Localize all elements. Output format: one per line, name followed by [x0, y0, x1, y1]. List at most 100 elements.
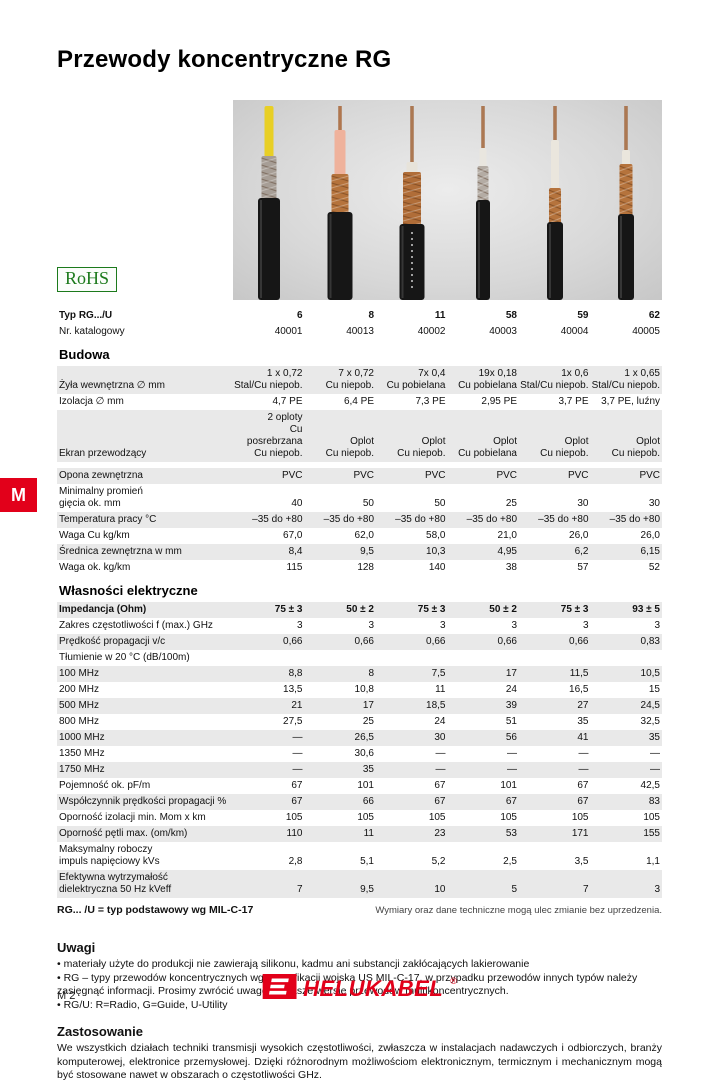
- cell-value: 2,8: [288, 856, 303, 868]
- cell-value: 10: [434, 884, 446, 896]
- cell-value: 30,6: [354, 748, 374, 760]
- cell-value: 62: [648, 310, 660, 322]
- cell-value: 42,5: [640, 780, 660, 792]
- cell-value: 6,15: [640, 546, 660, 558]
- cell-value: 32,5: [640, 716, 660, 728]
- cell-value: —: [507, 764, 517, 776]
- table-row: Temperatura pracy °C –35 do +80 –35 do +80…: [57, 512, 662, 529]
- row-label: Zakres częstotliwości f (max.) GHz: [59, 620, 213, 632]
- row-label: Tłumienie w 20 °C (dB/100m): [59, 652, 190, 664]
- cell-value: 0,66: [569, 636, 589, 648]
- cell-value: Oplot Cu niepob.: [540, 436, 589, 460]
- cable-illustration: [305, 100, 377, 302]
- row-label: 200 MHz: [59, 684, 100, 696]
- cell-value: 35: [362, 764, 374, 776]
- cell-value: 105: [285, 812, 303, 824]
- cable-illustration: [448, 100, 520, 302]
- table-row: Zakres częstotliwości f (max.) GHz 3 3 3 3 3 3: [57, 618, 662, 634]
- cell-value: 40013: [346, 326, 374, 338]
- cell-value: 10,5: [640, 668, 660, 680]
- cell-value: —: [292, 764, 303, 776]
- cell-value: 7: [582, 884, 589, 896]
- table-row: Średnica zewnętrzna w mm 8,4 9,5 10,3 4,95 6,…: [57, 544, 662, 561]
- cell-value: 40002: [417, 326, 446, 338]
- cell-value: 3,7 PE, luźny: [601, 396, 660, 408]
- cell-value: 8: [368, 310, 374, 322]
- row-label: Waga ok. kg/km: [59, 562, 131, 574]
- cell-value: 1 x 0,65 Stal/Cu niepob.: [591, 368, 660, 392]
- cell-value: 35: [648, 732, 660, 744]
- row-label: Oporność pętli max. (om/km): [59, 828, 188, 840]
- cell-value: 105: [357, 812, 374, 824]
- cable-illustration: [233, 100, 305, 302]
- cell-value: 59: [577, 310, 589, 322]
- cell-value: —: [292, 748, 303, 760]
- cell-value: 58: [505, 310, 517, 322]
- cell-value: 23: [434, 828, 446, 840]
- table-row: Pojemność ok. pF/m 67 101 67 101 67 42,5: [57, 778, 662, 794]
- cell-value: —: [650, 764, 660, 776]
- note-item: materiały użyte do produkcji nie zawiera…: [57, 958, 662, 972]
- page-number: M 2: [57, 990, 76, 1002]
- cell-value: 0,66: [426, 636, 446, 648]
- table-row: 200 MHz 13,5 10,8 11 24 16,5 15: [57, 682, 662, 698]
- cell-value: 3: [654, 884, 660, 896]
- cell-value: 4,95: [497, 546, 517, 558]
- cell-value: 2,95 PE: [481, 396, 517, 408]
- cell-value: 8,4: [288, 546, 303, 558]
- cell-value: PVC: [353, 470, 374, 482]
- table-row: Minimalny promień gięcia ok. mm 40 50 50 25 3…: [57, 484, 662, 512]
- row-label: Prędkość propagacji v/c: [59, 636, 166, 648]
- table-row-group: Opona zewnętrzna PVC PVC PVC PVC PVC PVC Minima…: [57, 468, 662, 576]
- cell-value: 8,8: [288, 668, 303, 680]
- table-row: Nr. katalogowy 40001 40013 40002 40003 40004 4…: [57, 324, 662, 340]
- table-row: 500 MHz 21 17 18,5 39 27 24,5: [57, 698, 662, 715]
- cell-value: 155: [643, 828, 660, 840]
- cell-value: 0,66: [283, 636, 303, 648]
- table-row: 1000 MHz — 26,5 30 56 41 35: [57, 730, 662, 747]
- table-row: Typ RG.../U 6 8 11 58 59 62: [57, 308, 662, 324]
- table-row: Żyła wewnętrzna ∅ mm 1 x 0,72 Stal/Cu nie…: [57, 366, 662, 395]
- cell-value: 101: [357, 780, 374, 792]
- cell-value: 0,66: [354, 636, 374, 648]
- cell-value: 6: [296, 310, 303, 322]
- row-label: Efektywna wytrzymałość dielektryczna 50 …: [59, 872, 172, 896]
- cell-value: —: [435, 748, 446, 760]
- cell-value: 1 x 0,72 Stal/Cu niepob.: [234, 368, 303, 392]
- cell-value: 52: [648, 562, 660, 574]
- cell-value: 105: [500, 812, 517, 824]
- cell-value: 7x 0,4 Cu pobielana: [386, 368, 446, 392]
- table-footnotes: RG... /U = typ podstawowy wg MIL-C-17 Wy…: [57, 904, 662, 916]
- cell-value: 2,5: [503, 856, 517, 868]
- cell-value: 27,5: [283, 716, 303, 728]
- cell-value: —: [292, 732, 303, 744]
- cell-value: 7 x 0,72 Cu niepob.: [325, 368, 374, 392]
- cell-value: 0,66: [497, 636, 517, 648]
- rohs-badge: RoHS: [57, 267, 118, 293]
- table-row: Waga ok. kg/km 115 128 140 38 57 52: [57, 560, 662, 576]
- cell-value: 21,0: [497, 530, 517, 542]
- cell-value: 50: [434, 498, 446, 510]
- row-label: Nr. katalogowy: [59, 326, 125, 338]
- cell-value: 140: [428, 562, 446, 574]
- cell-value: 53: [505, 828, 517, 840]
- cell-value: 26,0: [569, 530, 589, 542]
- table-row: 1350 MHz — 30,6 — — — —: [57, 746, 662, 762]
- cell-value: –35 do +80: [252, 514, 303, 526]
- cell-value: 171: [571, 828, 589, 840]
- registered-mark: ®: [450, 976, 457, 986]
- cell-value: 7,3 PE: [415, 396, 446, 408]
- cell-value: 3: [582, 620, 589, 632]
- cell-value: 30: [648, 498, 660, 510]
- cell-value: 25: [362, 716, 374, 728]
- cell-value: 67: [291, 780, 303, 792]
- table-row: Waga Cu kg/km 67,0 62,0 58,0 21,0 26,0 26,0: [57, 528, 662, 544]
- product-image-row: RoHS: [57, 100, 662, 302]
- row-label: Maksymalny roboczy impuls napięciowy kVs: [59, 844, 160, 868]
- notes-section: Uwagi materiały użyte do produkcji nie z…: [57, 940, 662, 1012]
- cell-value: 11: [363, 828, 374, 840]
- cell-value: PVC: [639, 470, 660, 482]
- cell-value: 38: [505, 562, 517, 574]
- cell-value: 21: [291, 700, 303, 712]
